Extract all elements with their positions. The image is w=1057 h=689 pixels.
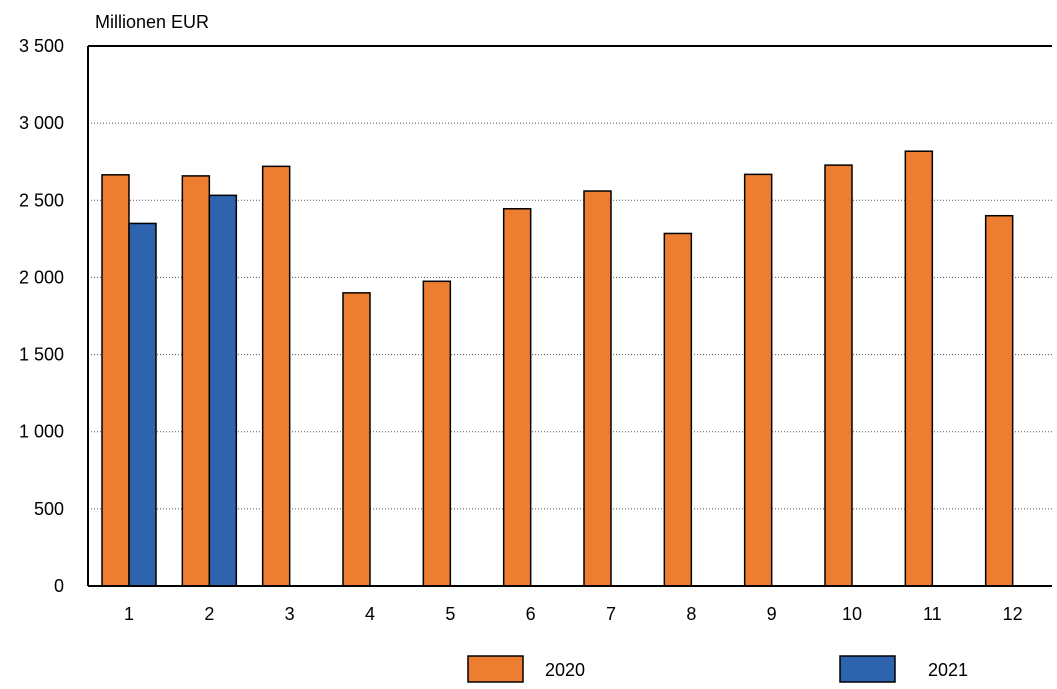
axes	[87, 45, 1052, 587]
legend-label-2021: 2021	[928, 660, 968, 680]
bar-2020-12	[984, 214, 1014, 587]
x-tick-label: 8	[686, 604, 696, 624]
bar-2020-9	[743, 173, 773, 587]
bar-2020-8	[663, 232, 693, 587]
bar-2020-11	[904, 150, 934, 587]
legend-swatch-2021	[839, 655, 896, 683]
bar-2020-10	[824, 164, 853, 587]
y-axis-label: Millionen EUR	[95, 12, 209, 32]
bar-2020-7	[583, 190, 612, 587]
x-tick-label: 12	[1003, 604, 1023, 624]
legend: 2020 2021	[467, 655, 968, 683]
x-tick-labels: 1 2 3 4 5 6 7 8 9 10 11 12	[124, 604, 1023, 624]
y-tick-label: 1 000	[19, 422, 64, 442]
y-tick-label: 3 000	[19, 113, 64, 133]
x-tick-label: 2	[204, 604, 214, 624]
bar-2020-4	[342, 292, 371, 587]
legend-label-2020: 2020	[545, 660, 585, 680]
x-tick-label: 3	[285, 604, 295, 624]
y-tick-label: 0	[54, 576, 64, 596]
bar-2020-5	[422, 280, 452, 587]
x-tick-label: 1	[124, 604, 134, 624]
y-tick-labels: 0 500 1 000 1 500 2 000 2 500 3 000 3 500	[19, 36, 64, 596]
y-tick-label: 2 500	[19, 190, 64, 210]
x-tick-label: 10	[842, 604, 862, 624]
x-tick-label: 9	[767, 604, 777, 624]
bar-2020-2	[181, 175, 211, 587]
y-tick-label: 1 500	[19, 345, 64, 365]
x-tick-label: 4	[365, 604, 375, 624]
bar-2021-2	[208, 194, 238, 587]
x-tick-label: 11	[923, 604, 942, 624]
bar-2020-1	[101, 174, 130, 587]
y-tick-label: 2 000	[19, 267, 64, 287]
x-tick-label: 7	[606, 604, 616, 624]
legend-swatch-2020	[467, 655, 524, 683]
bar-2020-3	[261, 165, 291, 587]
y-tick-label: 500	[34, 499, 64, 519]
bars	[101, 150, 1014, 587]
bar-2020-6	[502, 208, 532, 587]
x-tick-label: 5	[445, 604, 455, 624]
x-tick-label: 6	[526, 604, 536, 624]
bar-2021-1	[128, 222, 157, 587]
y-tick-label: 3 500	[19, 36, 64, 56]
